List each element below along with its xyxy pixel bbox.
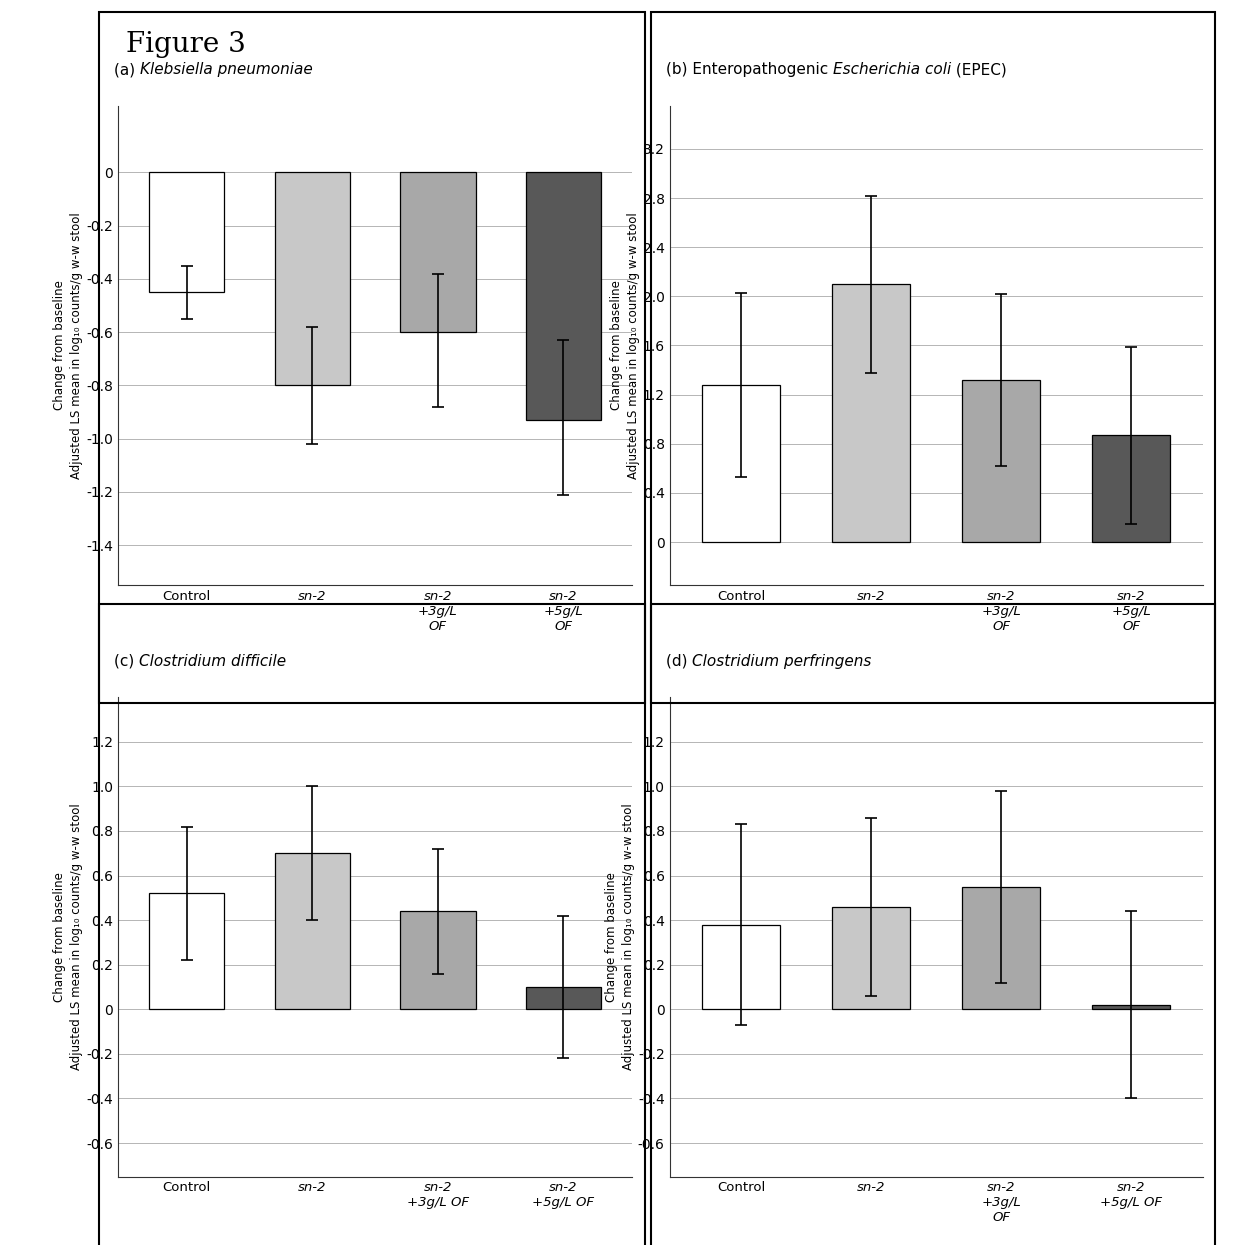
Text: (d): (d) (666, 654, 692, 669)
Bar (149, 894, 224, 1010)
Y-axis label: Change from baseline
Adjusted LS mean in log₁₀ counts/g w-w stool: Change from baseline Adjusted LS mean in… (610, 212, 640, 479)
Bar (1092, 436, 1171, 542)
Text: Clostridium perfringens: Clostridium perfringens (692, 654, 872, 669)
Bar (149, 172, 224, 293)
Bar (401, 911, 475, 1010)
Text: (b) Enteropathogenic: (b) Enteropathogenic (666, 62, 833, 77)
Text: Figure 3: Figure 3 (126, 31, 246, 59)
Bar (275, 172, 350, 386)
Text: (a): (a) (114, 62, 140, 77)
Y-axis label: Change from baseline
Adjusted LS mean in log₁₀ counts/g w-w stool: Change from baseline Adjusted LS mean in… (53, 803, 83, 1071)
Bar (401, 172, 475, 332)
Bar (962, 886, 1040, 1010)
Text: Clostridium difficile: Clostridium difficile (139, 654, 286, 669)
Bar (526, 172, 601, 420)
Bar (1092, 1005, 1171, 1010)
Text: (EPEC): (EPEC) (951, 62, 1007, 77)
Bar (962, 380, 1040, 542)
Text: (c): (c) (114, 654, 139, 669)
Text: Klebsiella pneumoniae: Klebsiella pneumoniae (140, 62, 312, 77)
Bar (832, 906, 910, 1010)
Y-axis label: Change from baseline
Adjusted LS mean in log₁₀ counts/g w-w stool: Change from baseline Adjusted LS mean in… (53, 212, 83, 479)
Bar (832, 284, 910, 542)
Text: Escherichia coli: Escherichia coli (833, 62, 951, 77)
Y-axis label: Change from baseline
Adjusted LS mean in log₁₀ counts/g w-w stool: Change from baseline Adjusted LS mean in… (605, 803, 635, 1071)
Bar (702, 925, 780, 1010)
Bar (275, 853, 350, 1010)
Bar (702, 385, 780, 542)
Bar (526, 987, 601, 1010)
